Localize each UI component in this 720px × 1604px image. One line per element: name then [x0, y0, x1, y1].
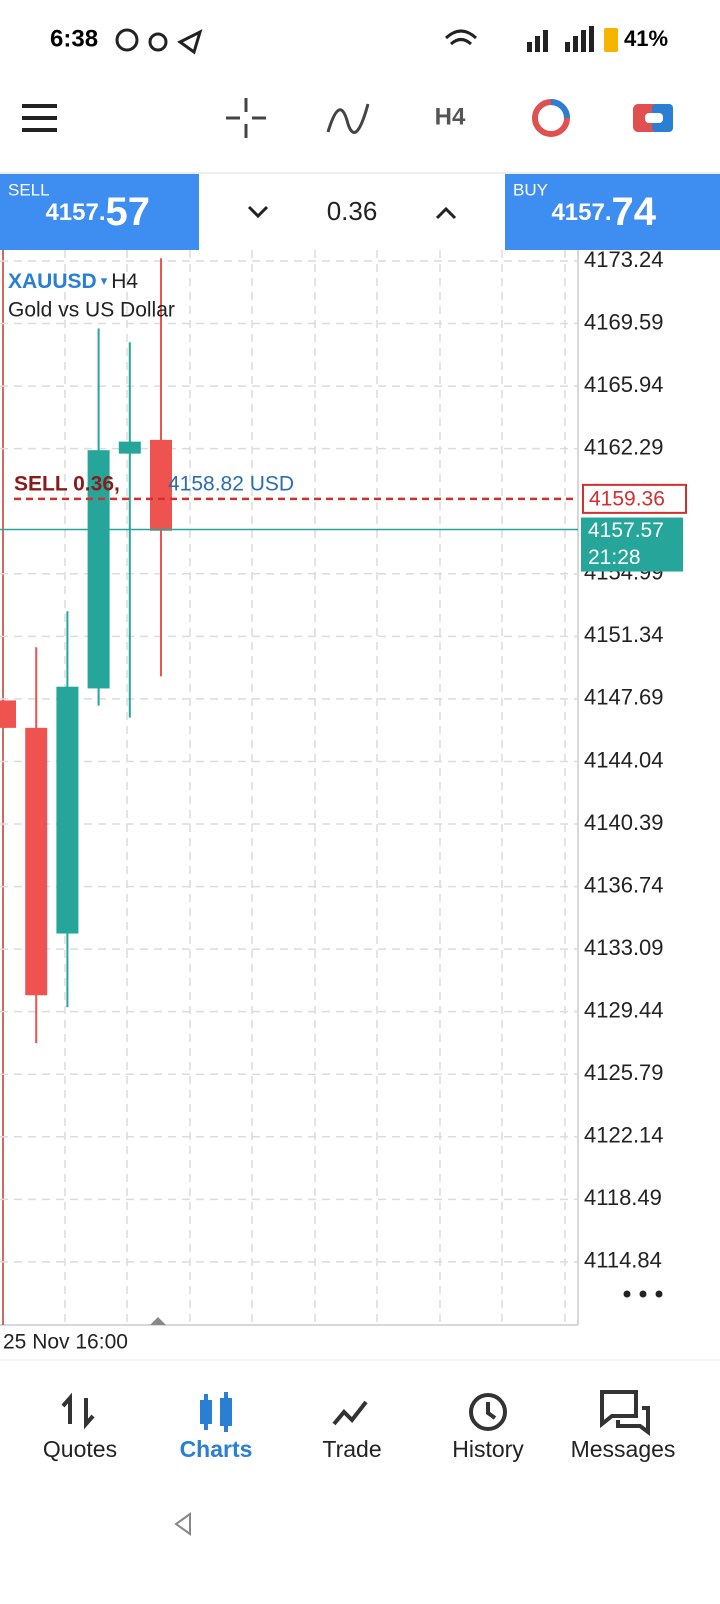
sell-price-main: 4157.	[45, 199, 105, 226]
y-tick-label: 4169.59	[584, 309, 664, 334]
buy-label: BUY	[513, 180, 548, 199]
y-tick-label: 4125.79	[584, 1060, 664, 1085]
candle-body	[150, 439, 172, 531]
sell-price-big: 57	[106, 190, 151, 234]
price-time: 21:28	[588, 546, 641, 569]
vertical-grid	[64, 250, 566, 1325]
volume-down[interactable]	[247, 205, 269, 219]
crosshair-button[interactable]	[226, 98, 266, 138]
chart-symbol-line: XAUUSD ▾ H4	[8, 270, 138, 293]
symbol: XAUUSD	[8, 270, 97, 293]
x-time-label: 25 Nov 16:00	[3, 1331, 128, 1354]
more-button[interactable]	[623, 1290, 663, 1298]
sell-price: 4157.57	[45, 190, 150, 234]
order-price-label: 4159.36	[589, 487, 665, 510]
timeframe-button[interactable]: H4	[435, 103, 466, 130]
y-tick-label: 4151.34	[584, 622, 664, 647]
status-battery: 41%	[624, 26, 668, 51]
sell-label: SELL	[8, 180, 50, 199]
y-tick-label: 4136.74	[584, 872, 664, 897]
y-tick-label: 4173.24	[584, 247, 664, 272]
volume-up[interactable]	[435, 206, 457, 220]
buy-button[interactable]: BUY 4157.74	[505, 174, 720, 250]
order-price-box	[582, 483, 687, 514]
nav-item[interactable]: Quotes	[43, 1436, 117, 1462]
nav-item[interactable]: Messages	[571, 1436, 676, 1462]
nav-item[interactable]: History	[452, 1436, 524, 1462]
indicators-button[interactable]	[326, 103, 370, 134]
objects-button[interactable]	[532, 99, 570, 137]
y-tick-label: 4122.14	[584, 1123, 664, 1148]
nav-item[interactable]: Charts	[180, 1436, 253, 1462]
status-time: 6:38	[50, 25, 98, 52]
signal-bars	[527, 26, 618, 52]
candle-body	[87, 450, 110, 689]
buy-price-main: 4157.	[551, 199, 611, 226]
y-tick-label: 4147.69	[584, 685, 664, 710]
menu-button[interactable]	[22, 104, 57, 132]
y-tick-label: 4114.84	[584, 1248, 662, 1273]
trading-button[interactable]	[633, 104, 673, 132]
candle-body	[0, 700, 16, 728]
candle-body	[118, 441, 141, 454]
price-label-box	[581, 517, 683, 572]
nav-icons	[61, 1390, 650, 1436]
y-tick-label: 4165.94	[584, 372, 664, 397]
y-tick-label: 4133.09	[584, 935, 664, 960]
y-tick-label: 4144.04	[584, 747, 664, 772]
order-profit: 4158.82 USD	[168, 472, 294, 495]
candle-body	[25, 727, 48, 996]
status-icons	[115, 28, 478, 55]
y-tick-label: 4129.44	[584, 997, 664, 1022]
y-tick-label: 4162.29	[584, 434, 664, 459]
sell-button[interactable]: SELL 4157.57	[0, 174, 199, 250]
y-tick-label: 4118.49	[584, 1185, 662, 1210]
y-tick-label: 4140.39	[584, 810, 664, 835]
price-label: 4157.57	[588, 519, 664, 542]
volume[interactable]: 0.36	[327, 196, 378, 226]
order-label: SELL 0.36,	[14, 472, 120, 495]
nav-bar	[0, 1360, 720, 1500]
chart-timeframe: H4	[111, 270, 138, 293]
buy-price: 4157.74	[551, 190, 656, 234]
scroll-marker	[150, 1317, 166, 1325]
chart	[0, 250, 579, 1326]
back-button[interactable]	[174, 1512, 191, 1536]
nav-item[interactable]: Trade	[322, 1436, 381, 1462]
buy-price-big: 74	[612, 190, 657, 234]
symbol-description: Gold vs US Dollar	[8, 299, 175, 322]
candle-body	[56, 686, 79, 934]
